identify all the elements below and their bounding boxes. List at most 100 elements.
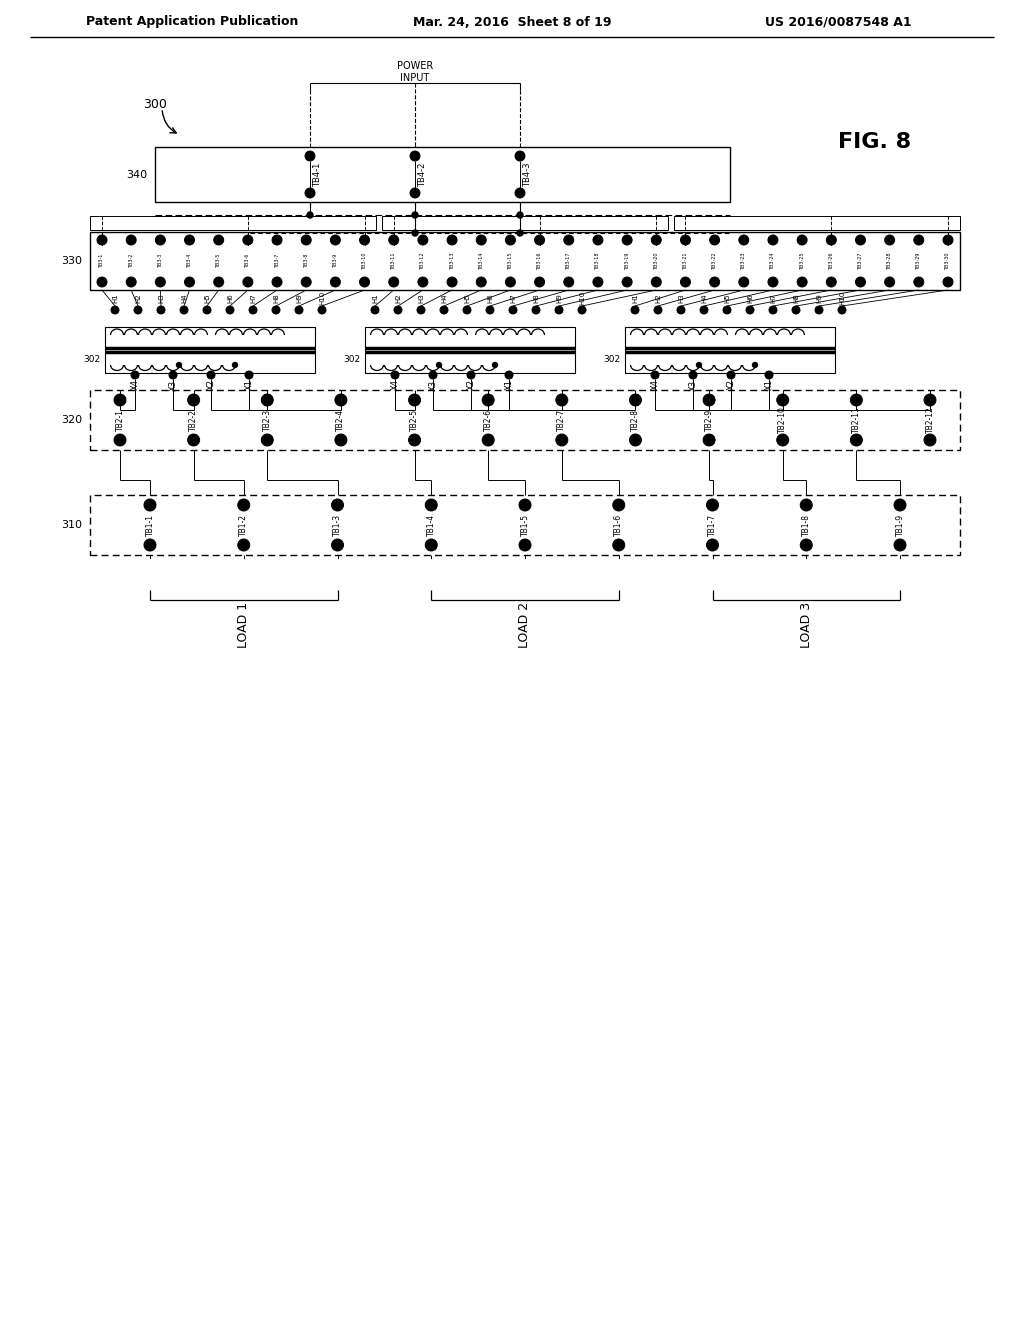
Circle shape — [180, 306, 188, 314]
Circle shape — [307, 213, 313, 218]
Circle shape — [391, 371, 399, 379]
Circle shape — [332, 539, 343, 550]
Text: TB4-3: TB4-3 — [523, 162, 532, 186]
Text: TB2-7: TB2-7 — [557, 409, 566, 432]
Circle shape — [447, 235, 457, 246]
Circle shape — [412, 213, 418, 218]
Circle shape — [519, 499, 531, 511]
Text: H8: H8 — [793, 293, 799, 302]
Text: H1: H1 — [372, 293, 378, 302]
Circle shape — [425, 539, 437, 550]
Text: X4: X4 — [650, 380, 659, 391]
Circle shape — [238, 499, 250, 511]
Text: TB1-2: TB1-2 — [240, 513, 248, 536]
Text: TB3-18: TB3-18 — [595, 252, 600, 269]
Circle shape — [800, 539, 812, 550]
Text: FIG. 8: FIG. 8 — [839, 132, 911, 152]
Text: H3: H3 — [418, 293, 424, 302]
Circle shape — [924, 434, 936, 446]
Text: TB3-1: TB3-1 — [99, 253, 104, 268]
Circle shape — [564, 277, 573, 286]
Circle shape — [187, 434, 200, 446]
Text: TB3-22: TB3-22 — [712, 252, 717, 269]
Circle shape — [894, 499, 906, 511]
Text: TB3-13: TB3-13 — [450, 252, 455, 269]
Text: TB1-7: TB1-7 — [708, 513, 717, 536]
Circle shape — [885, 277, 895, 286]
Circle shape — [913, 277, 924, 286]
Text: 320: 320 — [60, 414, 82, 425]
Circle shape — [126, 277, 136, 286]
Circle shape — [517, 230, 523, 236]
Text: H3: H3 — [678, 293, 684, 302]
Circle shape — [305, 150, 315, 161]
Circle shape — [243, 277, 253, 286]
Text: X3: X3 — [428, 379, 437, 391]
Circle shape — [710, 277, 720, 286]
Text: TB3-9: TB3-9 — [333, 253, 338, 268]
Circle shape — [681, 277, 690, 286]
Text: 340: 340 — [126, 169, 147, 180]
Circle shape — [651, 277, 662, 286]
Circle shape — [214, 235, 223, 246]
Circle shape — [131, 371, 139, 379]
Bar — [155, 147, 730, 202]
Circle shape — [126, 235, 136, 246]
Text: TB2-6: TB2-6 — [483, 409, 493, 432]
Circle shape — [207, 371, 215, 379]
Circle shape — [436, 363, 441, 367]
Text: H9: H9 — [296, 293, 302, 302]
Text: TB2-9: TB2-9 — [705, 409, 714, 432]
Circle shape — [677, 306, 685, 314]
Text: X1: X1 — [245, 380, 254, 391]
Circle shape — [681, 235, 690, 246]
Text: H10: H10 — [579, 290, 585, 305]
Text: TB3-3: TB3-3 — [158, 253, 163, 268]
Circle shape — [792, 306, 800, 314]
Circle shape — [894, 539, 906, 550]
Text: TB3-27: TB3-27 — [858, 252, 863, 269]
Circle shape — [232, 363, 238, 367]
Text: TB3-28: TB3-28 — [887, 252, 892, 269]
Circle shape — [169, 371, 177, 379]
Circle shape — [410, 150, 420, 161]
Circle shape — [738, 277, 749, 286]
Circle shape — [301, 277, 311, 286]
Circle shape — [564, 235, 573, 246]
Text: 302: 302 — [603, 355, 620, 364]
Text: TB3-11: TB3-11 — [391, 252, 396, 269]
Circle shape — [850, 393, 862, 407]
Circle shape — [738, 235, 749, 246]
Circle shape — [710, 235, 720, 246]
Text: 310: 310 — [61, 520, 82, 531]
Text: TB2-4: TB2-4 — [337, 409, 345, 432]
Circle shape — [305, 187, 315, 198]
Text: LOAD 1: LOAD 1 — [238, 602, 250, 648]
Text: TB3-23: TB3-23 — [741, 252, 746, 269]
Text: TB3-8: TB3-8 — [304, 253, 308, 268]
Text: TB1-1: TB1-1 — [145, 513, 155, 536]
Text: H10: H10 — [839, 290, 845, 305]
Circle shape — [331, 235, 340, 246]
Circle shape — [630, 393, 641, 407]
Circle shape — [768, 235, 778, 246]
Circle shape — [707, 499, 719, 511]
Text: TB3-15: TB3-15 — [508, 252, 513, 269]
Bar — [90, 495, 961, 554]
Text: H7: H7 — [510, 293, 516, 302]
Circle shape — [765, 371, 773, 379]
Circle shape — [156, 277, 165, 286]
Circle shape — [335, 393, 347, 407]
Text: X1: X1 — [505, 380, 513, 391]
Circle shape — [97, 277, 106, 286]
Text: H8: H8 — [534, 293, 539, 302]
Circle shape — [176, 363, 181, 367]
Text: TB2-5: TB2-5 — [410, 409, 419, 432]
Text: TB3-20: TB3-20 — [653, 252, 658, 269]
Circle shape — [777, 393, 788, 407]
Circle shape — [463, 306, 471, 314]
Text: H6: H6 — [227, 293, 233, 302]
Circle shape — [409, 393, 421, 407]
Circle shape — [97, 235, 106, 246]
Circle shape — [418, 235, 428, 246]
